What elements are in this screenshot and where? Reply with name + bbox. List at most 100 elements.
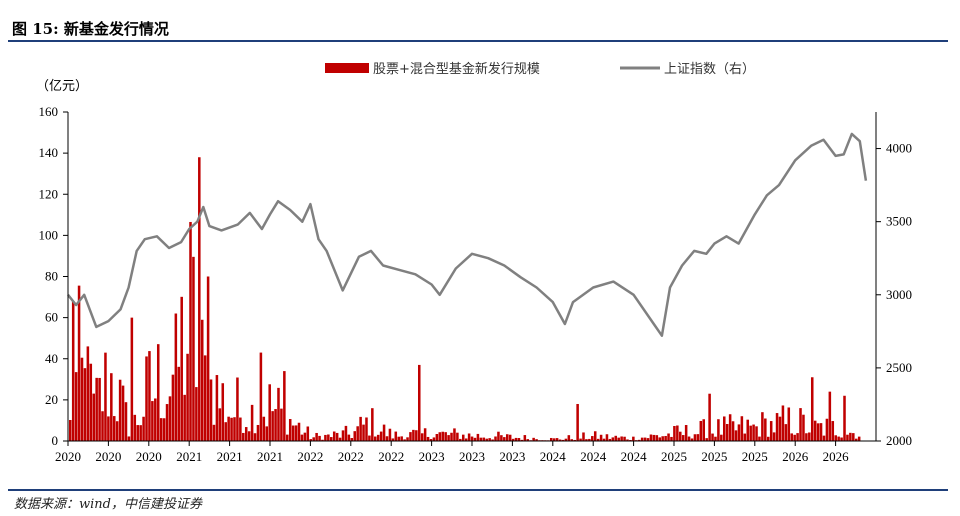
- issuance-bar: [505, 434, 509, 441]
- x-tick-label: 2021: [217, 449, 243, 464]
- issuance-bar: [459, 438, 462, 441]
- issuance-bar: [576, 403, 579, 441]
- issuance-bar: [488, 438, 491, 441]
- issuance-bar: [491, 439, 494, 441]
- issuance-bar: [623, 436, 626, 441]
- right-tick-label: 4000: [886, 141, 912, 156]
- issuance-bar: [737, 424, 741, 441]
- x-tick-label: 2020: [55, 449, 81, 464]
- issuance-bar: [391, 438, 395, 441]
- issuance-bar: [236, 377, 239, 441]
- issuance-bar: [435, 434, 439, 441]
- issuance-bar: [596, 438, 600, 441]
- issuance-bar: [508, 434, 512, 441]
- issuance-bar: [203, 355, 207, 441]
- issuance-bar: [840, 437, 843, 441]
- issuance-bar: [368, 435, 371, 441]
- issuance-bar: [655, 435, 659, 441]
- source-note: 数据来源：wind，中信建投证券: [14, 497, 202, 512]
- x-tick-label: 2020: [95, 449, 121, 464]
- issuance-bar: [324, 434, 327, 441]
- issuance-bar: [347, 434, 351, 441]
- issuance-bar: [781, 405, 785, 441]
- left-tick-label: 140: [39, 145, 59, 160]
- issuance-bar: [104, 352, 107, 441]
- issuance-bar: [426, 436, 430, 441]
- issuance-bar: [286, 434, 289, 441]
- issuance-bar: [218, 408, 222, 441]
- issuance-bar: [802, 414, 805, 441]
- issuance-bar: [200, 319, 204, 441]
- issuance-bar: [215, 375, 219, 441]
- issuance-bar: [503, 437, 506, 441]
- issuance-bar: [828, 391, 832, 441]
- issuance-bar: [825, 418, 829, 441]
- issuance-bar: [796, 433, 799, 441]
- issuance-bar: [151, 401, 154, 441]
- issuance-bar: [605, 434, 609, 441]
- issuance-bar: [195, 387, 198, 441]
- issuance-bar: [611, 437, 615, 441]
- issuance-bar: [549, 437, 553, 441]
- issuance-bar: [130, 317, 134, 442]
- issuance-bar: [139, 425, 142, 441]
- x-axis-ticks: 2020 2020 2020 2021 2021 2021 2022 2022 2022 2023…: [55, 441, 849, 464]
- issuance-bar: [186, 353, 189, 441]
- issuance-bar: [497, 431, 500, 441]
- issuance-bar: [775, 413, 779, 441]
- issuance-bar: [447, 435, 450, 441]
- issuance-bar: [517, 438, 521, 441]
- x-tick-label: 2022: [378, 449, 404, 464]
- issuance-bar: [124, 402, 128, 441]
- issuance-bar: [277, 387, 280, 441]
- issuance-bar: [183, 394, 186, 441]
- left-tick-label: 20: [45, 392, 58, 407]
- issuance-bar: [379, 431, 383, 441]
- issuance-bar: [318, 435, 321, 441]
- issuance-bar: [86, 346, 90, 441]
- issuance-bar: [432, 437, 436, 441]
- issuance-bar: [731, 421, 735, 441]
- issuance-bar: [588, 438, 591, 441]
- issuance-bar: [221, 383, 225, 441]
- issuance-bar: [676, 425, 679, 441]
- x-tick-label: 2026: [782, 449, 809, 464]
- issuance-bar: [799, 408, 802, 441]
- issuance-bar: [808, 432, 811, 441]
- issuance-bar: [532, 437, 535, 441]
- issuance-bar: [523, 435, 527, 441]
- issuance-bar: [400, 436, 403, 441]
- issuance-bar: [734, 430, 738, 441]
- issuance-bar: [438, 432, 442, 441]
- issuance-bar: [476, 433, 480, 441]
- issuance-bar: [253, 433, 257, 441]
- issuance-bar: [224, 422, 227, 441]
- x-tick-label: 2025: [701, 449, 727, 464]
- issuance-bar: [699, 420, 703, 441]
- issuance-bar: [159, 418, 163, 441]
- left-tick-label: 40: [45, 351, 58, 366]
- issuance-bar: [643, 437, 647, 441]
- issuance-bar: [171, 374, 175, 441]
- issuance-bar: [752, 424, 755, 441]
- issuance-bar: [406, 437, 409, 441]
- issuance-bar: [112, 416, 116, 441]
- issuance-bar: [831, 421, 835, 441]
- issuance-bar: [626, 439, 629, 441]
- issuance-bar: [418, 364, 421, 441]
- issuance-bar: [690, 438, 694, 441]
- issuance-bar: [857, 436, 861, 441]
- issuance-bar: [198, 157, 201, 442]
- figure-header: 图 15: 新基金发行情况: [0, 0, 960, 44]
- issuance-bar: [77, 285, 81, 441]
- issuance-bar: [274, 409, 277, 441]
- issuance-bar: [154, 398, 157, 441]
- issuance-bar: [239, 417, 242, 441]
- issuance-bar: [423, 428, 427, 441]
- issuance-bar: [593, 431, 597, 441]
- issuance-bar: [107, 416, 110, 441]
- issuance-bar: [415, 430, 418, 441]
- issuance-bar: [309, 439, 313, 441]
- issuance-bar: [494, 436, 497, 441]
- issuance-bar: [470, 436, 474, 441]
